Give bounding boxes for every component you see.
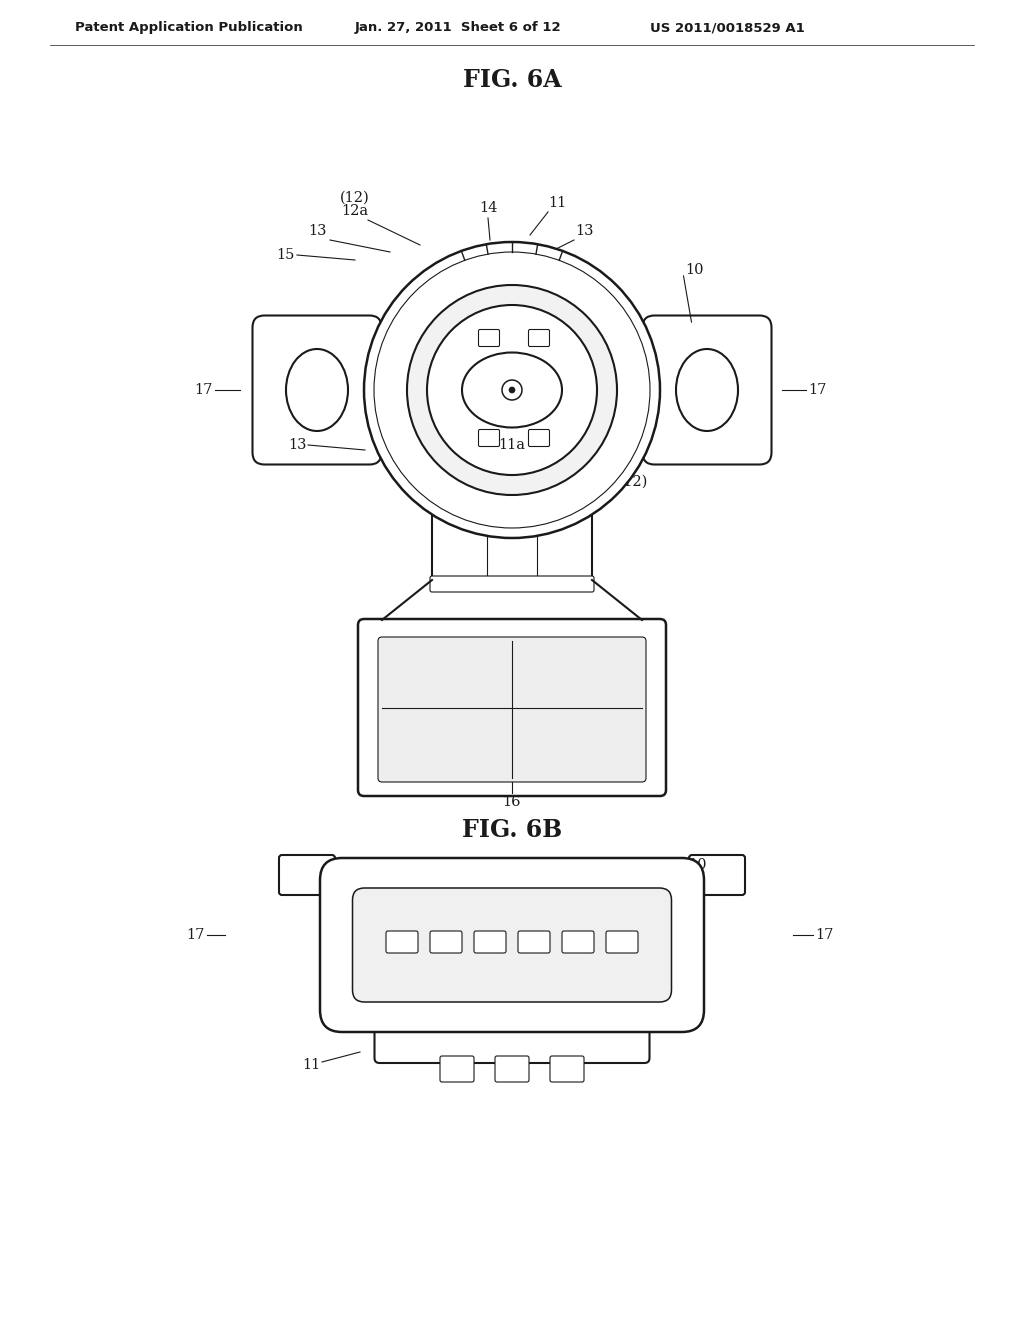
Ellipse shape — [286, 348, 348, 432]
Text: 16: 16 — [503, 795, 521, 809]
FancyBboxPatch shape — [386, 931, 418, 953]
Circle shape — [374, 252, 650, 528]
Text: 11: 11 — [302, 1059, 319, 1072]
Text: 10: 10 — [685, 263, 703, 277]
FancyBboxPatch shape — [528, 330, 550, 346]
Ellipse shape — [676, 348, 738, 432]
Text: 12a: 12a — [341, 205, 369, 218]
FancyBboxPatch shape — [378, 638, 646, 781]
FancyBboxPatch shape — [606, 931, 638, 953]
Text: US 2011/0018529 A1: US 2011/0018529 A1 — [650, 21, 805, 34]
Text: 13: 13 — [575, 224, 594, 238]
FancyBboxPatch shape — [352, 888, 672, 1002]
FancyBboxPatch shape — [375, 1008, 649, 1063]
Text: 17: 17 — [815, 928, 834, 942]
Text: 11: 11 — [548, 195, 566, 210]
FancyBboxPatch shape — [478, 330, 500, 346]
FancyBboxPatch shape — [430, 931, 462, 953]
FancyBboxPatch shape — [478, 429, 500, 446]
Text: FIG. 6A: FIG. 6A — [463, 69, 561, 92]
Text: 14: 14 — [479, 201, 498, 215]
FancyBboxPatch shape — [562, 931, 594, 953]
Bar — [327, 861, 697, 890]
Text: 13: 13 — [573, 438, 592, 451]
Text: Jan. 27, 2011  Sheet 6 of 12: Jan. 27, 2011 Sheet 6 of 12 — [355, 21, 561, 34]
FancyBboxPatch shape — [440, 1056, 474, 1082]
FancyBboxPatch shape — [689, 855, 745, 895]
FancyBboxPatch shape — [358, 619, 666, 796]
Circle shape — [502, 380, 522, 400]
Text: 10: 10 — [688, 858, 707, 873]
Text: 12b(12): 12b(12) — [590, 475, 647, 488]
Text: 11a: 11a — [499, 438, 525, 451]
FancyBboxPatch shape — [550, 1056, 584, 1082]
FancyBboxPatch shape — [518, 931, 550, 953]
Text: 80: 80 — [648, 983, 667, 997]
FancyBboxPatch shape — [642, 315, 771, 465]
FancyBboxPatch shape — [253, 315, 382, 465]
FancyBboxPatch shape — [287, 335, 737, 445]
Bar — [662, 865, 674, 884]
Text: Patent Application Publication: Patent Application Publication — [75, 21, 303, 34]
Text: 16: 16 — [431, 861, 450, 875]
Bar — [352, 865, 364, 884]
Circle shape — [407, 285, 617, 495]
Text: 13: 13 — [289, 438, 307, 451]
FancyBboxPatch shape — [495, 1056, 529, 1082]
Text: (12): (12) — [340, 191, 370, 205]
Text: 17: 17 — [808, 383, 826, 397]
Circle shape — [427, 305, 597, 475]
Text: 13: 13 — [309, 224, 328, 238]
FancyBboxPatch shape — [528, 429, 550, 446]
FancyBboxPatch shape — [430, 576, 594, 591]
Text: FIG. 6B: FIG. 6B — [462, 818, 562, 842]
FancyBboxPatch shape — [319, 858, 705, 1032]
Text: 15: 15 — [276, 248, 295, 261]
Text: 17: 17 — [195, 383, 213, 397]
FancyBboxPatch shape — [279, 855, 335, 895]
Ellipse shape — [462, 352, 562, 428]
Text: 17: 17 — [186, 928, 205, 942]
Circle shape — [364, 242, 660, 539]
Circle shape — [509, 387, 515, 393]
FancyBboxPatch shape — [474, 931, 506, 953]
